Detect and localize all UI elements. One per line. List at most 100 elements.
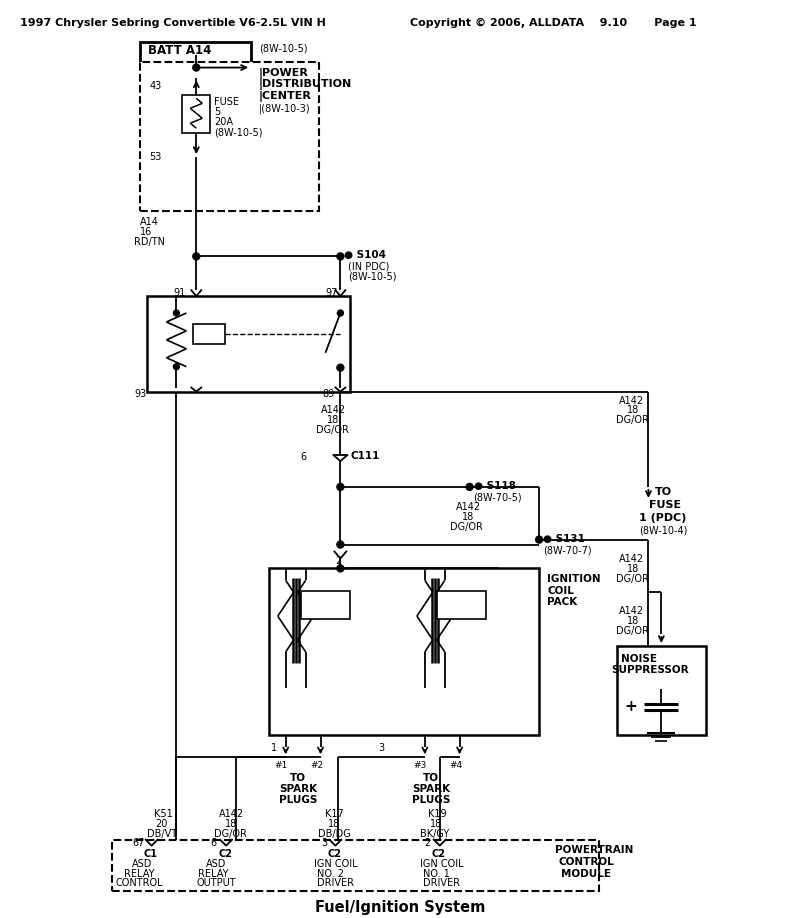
Text: 18: 18	[326, 415, 338, 425]
Text: 20A: 20A	[214, 118, 233, 128]
Text: MODULE: MODULE	[561, 868, 611, 879]
Circle shape	[337, 541, 344, 548]
Text: (8W-10-5): (8W-10-5)	[259, 44, 307, 54]
Text: A142: A142	[321, 406, 346, 416]
Text: 3: 3	[322, 838, 328, 847]
Text: A142: A142	[456, 502, 481, 512]
Text: DRIVER: DRIVER	[317, 879, 354, 889]
Text: 18: 18	[430, 819, 442, 829]
Bar	[437, 591, 486, 619]
Text: TO: TO	[423, 773, 439, 783]
Text: 91: 91	[174, 288, 186, 298]
Text: A14: A14	[140, 217, 158, 227]
Text: 67: 67	[133, 838, 145, 847]
Circle shape	[337, 565, 344, 572]
Bar	[269, 568, 539, 735]
Text: 18: 18	[626, 406, 639, 416]
Bar	[112, 840, 598, 891]
Text: IGN COIL: IGN COIL	[420, 858, 463, 868]
Circle shape	[174, 364, 179, 370]
Text: TO: TO	[654, 487, 671, 497]
Text: 16: 16	[140, 227, 152, 237]
Text: TO: TO	[290, 773, 306, 783]
Text: FUSE: FUSE	[650, 499, 682, 509]
Text: 18: 18	[626, 616, 639, 626]
Text: POWERTRAIN: POWERTRAIN	[555, 845, 634, 855]
Text: Copyright © 2006, ALLDATA    9.10       Page 1: Copyright © 2006, ALLDATA 9.10 Page 1	[410, 17, 697, 28]
Text: #1: #1	[274, 761, 288, 770]
Text: IGN COIL: IGN COIL	[314, 858, 357, 868]
Text: RELAY: RELAY	[124, 868, 154, 879]
Text: NO. 2: NO. 2	[317, 868, 343, 879]
Text: +: +	[625, 699, 638, 713]
Text: IGNITION: IGNITION	[547, 575, 601, 585]
Text: 97: 97	[326, 288, 338, 298]
Text: 5: 5	[214, 107, 221, 118]
Text: NOISE: NOISE	[621, 654, 657, 664]
Text: K51: K51	[154, 809, 172, 819]
Text: 1: 1	[271, 744, 277, 754]
Text: |CENTER: |CENTER	[259, 92, 312, 103]
Circle shape	[193, 252, 200, 260]
Text: DG/OR: DG/OR	[616, 626, 649, 636]
Text: CONTROL: CONTROL	[559, 856, 614, 867]
Text: |(8W-10-3): |(8W-10-3)	[259, 104, 310, 114]
Text: CONTROL: CONTROL	[116, 879, 163, 889]
Text: #3: #3	[413, 761, 426, 770]
Text: RELAY: RELAY	[198, 868, 229, 879]
Text: 18: 18	[225, 819, 238, 829]
Text: DG/OR: DG/OR	[450, 521, 482, 532]
Bar	[617, 646, 706, 735]
Text: DG/OR: DG/OR	[315, 425, 349, 435]
Bar	[140, 41, 251, 63]
Text: Fuel/Ignition System: Fuel/Ignition System	[315, 901, 485, 915]
Circle shape	[338, 310, 343, 316]
Text: (8W-10-4): (8W-10-4)	[639, 526, 688, 536]
Bar	[182, 95, 210, 133]
Text: C2: C2	[218, 848, 232, 858]
Text: A142: A142	[618, 554, 644, 565]
Text: SPARK: SPARK	[412, 784, 450, 794]
Text: DG/OR: DG/OR	[616, 415, 649, 425]
Text: SPARK: SPARK	[278, 784, 317, 794]
Circle shape	[337, 252, 344, 260]
Text: PACK: PACK	[547, 598, 578, 607]
Text: OUTPUT: OUTPUT	[196, 879, 236, 889]
Text: ● S131: ● S131	[543, 533, 585, 543]
Bar	[301, 591, 350, 619]
Text: #4: #4	[450, 761, 463, 770]
Text: (8W-70-5): (8W-70-5)	[474, 493, 522, 503]
Text: DG/OR: DG/OR	[616, 575, 649, 585]
Text: 6: 6	[301, 453, 306, 462]
Text: #2: #2	[310, 761, 324, 770]
Text: A142: A142	[618, 606, 644, 616]
Text: 93: 93	[134, 388, 147, 398]
Text: (8W-10-5): (8W-10-5)	[214, 128, 262, 137]
Text: 2: 2	[335, 556, 342, 566]
Text: (IN PDC): (IN PDC)	[348, 262, 390, 272]
Text: 2: 2	[424, 838, 430, 847]
Text: |DISTRIBUTION: |DISTRIBUTION	[259, 80, 352, 91]
Text: C2: C2	[432, 848, 446, 858]
Text: NO. 1: NO. 1	[423, 868, 450, 879]
Text: 43: 43	[150, 82, 162, 92]
Text: ● S118: ● S118	[474, 481, 515, 491]
Text: 3: 3	[378, 744, 384, 754]
Text: DB/DG: DB/DG	[318, 829, 350, 839]
Text: 18: 18	[327, 819, 340, 829]
Text: |POWER: |POWER	[259, 68, 309, 79]
Text: ASD: ASD	[132, 858, 152, 868]
Text: 6: 6	[210, 838, 216, 847]
Text: FUSE: FUSE	[214, 97, 239, 107]
Text: COIL: COIL	[547, 587, 574, 597]
Circle shape	[536, 536, 542, 543]
Text: 53: 53	[150, 152, 162, 162]
Text: PLUGS: PLUGS	[412, 795, 450, 805]
Text: ● S104: ● S104	[344, 251, 386, 261]
Circle shape	[193, 64, 200, 71]
Text: RD/TN: RD/TN	[134, 237, 165, 247]
Text: C111: C111	[350, 451, 380, 461]
Text: 1997 Chrysler Sebring Convertible V6-2.5L VIN H: 1997 Chrysler Sebring Convertible V6-2.5…	[20, 17, 326, 28]
Bar	[194, 324, 225, 344]
Text: 89: 89	[322, 388, 334, 398]
